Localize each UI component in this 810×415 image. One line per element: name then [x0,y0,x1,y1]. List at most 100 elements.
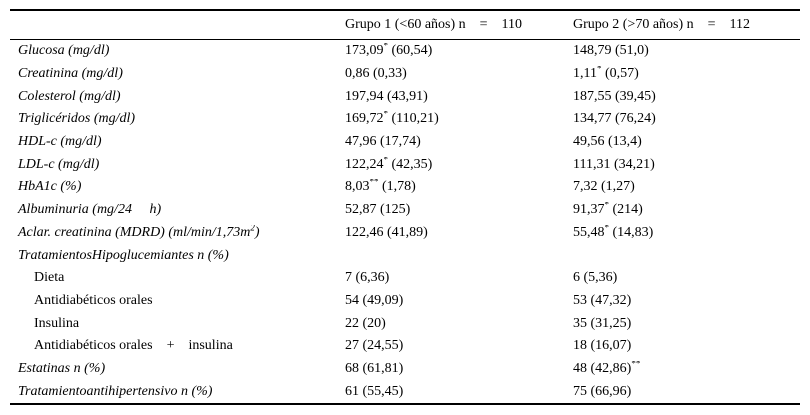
value-text: 173,09 [345,43,384,59]
group2-value: 49,56 (13,4) [573,134,800,150]
value-text: 148,79 [573,43,612,59]
row-label: Estatinas n (%) [10,361,345,377]
label-text: Creatinina (mg/dl) [18,66,123,82]
value-text: 47,96 [345,134,377,150]
superscript-marker: * [596,66,602,74]
row-label: Colesterol (mg/dl) [10,89,345,105]
value-text: (47,32) [587,292,632,308]
value-text: 48 (42,86) [573,360,632,376]
label-text: Tratamientoantihipertensivo n (%) [18,383,213,399]
value-text: 7 [345,270,352,286]
table-row-hba1c: HbA1c (%) 8,03** (1,78) 7,32 (1,27) [10,176,800,199]
value-text: 54 [345,292,359,308]
group1-value: 122,46 (41,89) [345,225,573,241]
table-row-antihipertensivo: Tratamientoantihipertensivo n (%) 61 (55… [10,380,800,403]
value-text: 1,11 [573,66,597,82]
table-row-glucosa: Glucosa (mg/dl) 173,09* (60,54) 148,79 (… [10,40,800,63]
table-row-estatinas: Estatinas n (%) 68 (61,81) 48 (42,86)** [10,358,800,381]
group2-value: 187,55 (39,45) [573,89,800,105]
table-row-colesterol: Colesterol (mg/dl) 197,94 (43,91) 187,55… [10,85,800,108]
label-text: Aclar. creatinina (MDRD) (ml/min/1,73m [18,224,251,240]
row-label: Dieta [10,270,345,286]
group1-value: 173,09* (60,54) [345,43,573,59]
group1-value: 197,94 (43,91) [345,89,573,105]
group2-value: 134,77 (76,24) [573,111,800,127]
value-text: (49,09) [359,292,404,308]
value-text: 187,55 [573,88,612,104]
value-text: 111,31 [573,156,611,172]
value-text: 52,87 [345,202,377,218]
label-text: ) [254,224,260,240]
value-text: (55,45) [359,383,404,399]
label-text: Colesterol (mg/dl) [18,88,121,104]
superscript-marker: * [383,156,389,165]
value-text: 8,03 [345,179,370,195]
table-row-aclaramiento: Aclar. creatinina (MDRD) (ml/min/1,73m2)… [10,222,800,245]
group1-value: 47,96 (17,74) [345,134,573,150]
table-row-albuminuria: Albuminuria (mg/24 h) 52,87 (125) 91,37*… [10,199,800,222]
value-text: 134,77 [573,111,612,127]
value-text: 169,72 [345,111,384,127]
value-text: 61 [345,383,359,399]
group2-value: 7,32 (1,27) [573,179,800,195]
group1-value: 7 (6,36) [345,270,573,286]
value-text: 22 [345,315,359,331]
value-text: 27 [345,338,359,354]
header-group2-text: Grupo 2 (>70 años) n = 112 [573,17,751,32]
table-row-dieta: Dieta 7 (6,36) 6 (5,36) [10,267,800,290]
group1-value: 169,72* (110,21) [345,111,573,127]
row-label: Tratamientoantihipertensivo n (%) [10,384,345,400]
group2-value: 6 (5,36) [573,270,800,286]
row-label: Albuminuria (mg/24 h) [10,202,345,218]
label-text: Dieta [34,270,65,286]
value-text: 0,86 [345,66,370,82]
row-label: Aclar. creatinina (MDRD) (ml/min/1,73m2) [10,225,345,241]
superscript-marker: * [383,111,389,119]
label-text: Estatinas n (%) [18,360,106,376]
value-text: (24,55) [359,338,404,354]
value-text: (76,24) [611,111,656,127]
value-text: (20) [359,315,386,331]
row-label: Antidiabéticos orales + insulina [10,338,345,354]
value-text: (0,57) [601,66,639,82]
value-text: 122,24 [345,156,384,172]
group1-value: 0,86 (0,33) [345,66,573,82]
group1-value: 122,24* (42,35) [345,157,573,173]
value-text: (66,96) [587,383,632,399]
value-text: 53 [573,292,587,308]
value-text: (110,21) [388,111,439,127]
header-group1: Grupo 1 (<60 años) n = 110 [345,17,573,33]
value-text: (1,27) [597,179,635,195]
row-label: Insulina [10,316,345,332]
value-text: 35 [573,315,587,331]
label-text: Glucosa (mg/dl) [18,43,110,59]
value-text: (1,78) [378,179,416,195]
value-text: (17,74) [376,134,421,150]
group2-value: 148,79 (51,0) [573,43,800,59]
table-row-creatinina: Creatinina (mg/dl) 0,86 (0,33) 1,11* (0,… [10,63,800,86]
table-row-trigliceridos: Triglicéridos (mg/dl) 169,72* (110,21) 1… [10,108,800,131]
value-text: (125) [376,202,411,218]
value-text: (51,0) [611,43,649,59]
group1-value: 22 (20) [345,316,573,332]
value-text: 7,32 [573,179,598,195]
group2-value: 35 (31,25) [573,316,800,332]
value-text: 49,56 [573,134,605,150]
label-text: Antidiabéticos orales + insulina [34,338,233,354]
group2-value: 75 (66,96) [573,384,800,400]
superscript-marker: ** [631,360,641,369]
group2-value: 18 (16,07) [573,338,800,354]
row-label: TratamientosHipoglucemiantes n (%) [10,248,345,264]
row-label: Creatinina (mg/dl) [10,66,345,82]
superscript-marker: ** [369,179,379,187]
row-label: LDL-c (mg/dl) [10,157,345,173]
value-text: 55,48 [573,224,605,240]
value-text: (34,21) [610,156,655,172]
value-text: 18 [573,338,587,354]
label-text: HDL-c (mg/dl) [18,134,102,150]
table-header-row: Grupo 1 (<60 años) n = 110 Grupo 2 (>70 … [10,11,800,40]
table-row-ldl: LDL-c (mg/dl) 122,24* (42,35) 111,31 (34… [10,153,800,176]
table-row-hdl: HDL-c (mg/dl) 47,96 (17,74) 49,56 (13,4) [10,131,800,154]
superscript-marker: 2 [250,224,255,233]
value-text: (42,35) [388,156,433,172]
